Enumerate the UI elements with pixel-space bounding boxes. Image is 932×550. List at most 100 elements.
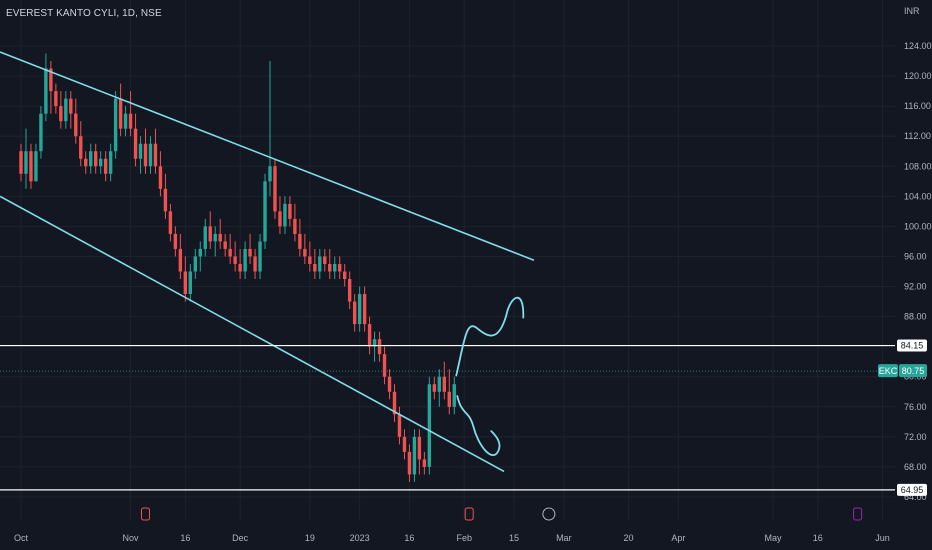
y-tick-label: 112.00 xyxy=(904,131,931,141)
last-price-label: 80.75 xyxy=(902,366,925,376)
candle-body xyxy=(89,151,93,167)
candle-body xyxy=(427,384,432,467)
candle-body xyxy=(283,203,287,227)
candle-body xyxy=(69,98,73,114)
x-tick-label: Dec xyxy=(232,533,249,543)
candle-body xyxy=(19,151,23,174)
candle-body xyxy=(44,68,48,114)
candle-body xyxy=(29,151,33,182)
candle-body xyxy=(372,339,377,347)
candle-body xyxy=(34,151,38,182)
y-tick-label: 108.00 xyxy=(904,161,932,171)
candle-body xyxy=(168,211,173,234)
x-tick-label: 16 xyxy=(404,533,414,543)
x-tick-label: 16 xyxy=(813,533,823,543)
candle-body xyxy=(347,279,352,302)
candle-body xyxy=(447,391,451,407)
candle-body xyxy=(278,211,282,227)
candle-body xyxy=(84,158,88,167)
trend-line xyxy=(0,51,535,261)
candle-body xyxy=(323,256,327,264)
x-axis: Oct Nov 16 Dec 19 2023 16 Feb 15 Mar 20 Apr May 16 Jun xyxy=(14,507,890,543)
candle-body xyxy=(303,248,307,257)
earnings-upcoming-marker-icon xyxy=(853,507,863,521)
x-tick-label: 15 xyxy=(509,533,519,543)
candle-body xyxy=(153,143,158,167)
last-price-tag xyxy=(899,364,927,378)
candle-body xyxy=(208,226,212,242)
x-tick-label: Jun xyxy=(875,533,890,543)
y-tick-label: 120.00 xyxy=(904,71,932,81)
candle-body xyxy=(98,158,103,167)
x-tick-label: Mar xyxy=(556,533,572,543)
y-tick-label: 72.00 xyxy=(904,432,927,442)
candle-body xyxy=(352,301,357,325)
candle-body xyxy=(223,241,227,249)
candle-body xyxy=(228,248,232,257)
candle-body xyxy=(313,263,317,272)
ticker-label: EKC xyxy=(879,366,898,376)
support-price-tag xyxy=(897,483,927,496)
candle-body xyxy=(64,98,68,122)
candle-body xyxy=(143,143,148,167)
candle-body xyxy=(328,263,332,272)
candle-body xyxy=(213,233,217,242)
candle-body xyxy=(437,376,442,392)
candle-body xyxy=(123,113,128,129)
x-tick-label: Feb xyxy=(456,533,472,543)
candle-body xyxy=(293,218,297,234)
earnings-marker-icon xyxy=(464,507,474,521)
y-tick-label: 96.00 xyxy=(904,251,927,261)
candle-body xyxy=(59,106,63,122)
y-tick-label: 88.00 xyxy=(904,312,927,322)
y-tick-label: 64.00 xyxy=(904,492,927,502)
candle-body xyxy=(198,248,202,257)
y-tick-label: 92.00 xyxy=(904,282,927,292)
candle-body xyxy=(238,263,242,272)
price-labels: 84.15 64.95 EKC 80.75 xyxy=(878,339,927,496)
candle-body xyxy=(273,166,277,212)
candle-body xyxy=(178,248,183,272)
candle-body xyxy=(193,256,197,272)
candle-body xyxy=(357,294,362,325)
candle-body xyxy=(183,271,188,295)
x-tick-label: 2023 xyxy=(350,533,370,543)
horizontal-levels xyxy=(0,344,895,491)
candle-body xyxy=(103,158,108,174)
candle-body xyxy=(432,384,437,392)
y-tick-label: 104.00 xyxy=(904,191,932,201)
candle-body xyxy=(248,248,252,257)
candle-body xyxy=(343,271,347,280)
candle-body xyxy=(233,256,237,264)
x-tick-label: Nov xyxy=(123,533,140,543)
earnings-marker-icon xyxy=(141,507,150,521)
grid xyxy=(0,0,895,520)
candle-body xyxy=(382,354,387,377)
candle-body xyxy=(94,151,98,167)
candle-body xyxy=(333,263,337,272)
x-tick-label: May xyxy=(764,533,782,543)
chart-title: EVEREST KANTO CYLI, 1D, NSE xyxy=(6,8,162,19)
candle-body xyxy=(79,136,83,159)
candle-body xyxy=(49,68,53,92)
candle-body xyxy=(163,188,168,212)
candle-body xyxy=(392,391,397,415)
candle-body xyxy=(188,271,193,295)
y-tick-label: 68.00 xyxy=(904,462,927,472)
candle-body xyxy=(148,143,153,167)
candle-body xyxy=(417,436,422,460)
candle-body xyxy=(288,203,292,219)
candle-body xyxy=(298,233,302,249)
candle-body xyxy=(422,459,427,467)
candle-body xyxy=(442,376,446,392)
candle-body xyxy=(203,226,207,249)
candle-body xyxy=(173,233,178,249)
candle-body xyxy=(397,414,402,437)
x-tick-label: 20 xyxy=(624,533,634,543)
candle-body xyxy=(118,98,123,129)
y-tick-label: 124.00 xyxy=(904,41,932,51)
candle-body xyxy=(218,233,222,242)
candle-body xyxy=(338,263,342,272)
bullish-projection-path xyxy=(455,296,525,377)
